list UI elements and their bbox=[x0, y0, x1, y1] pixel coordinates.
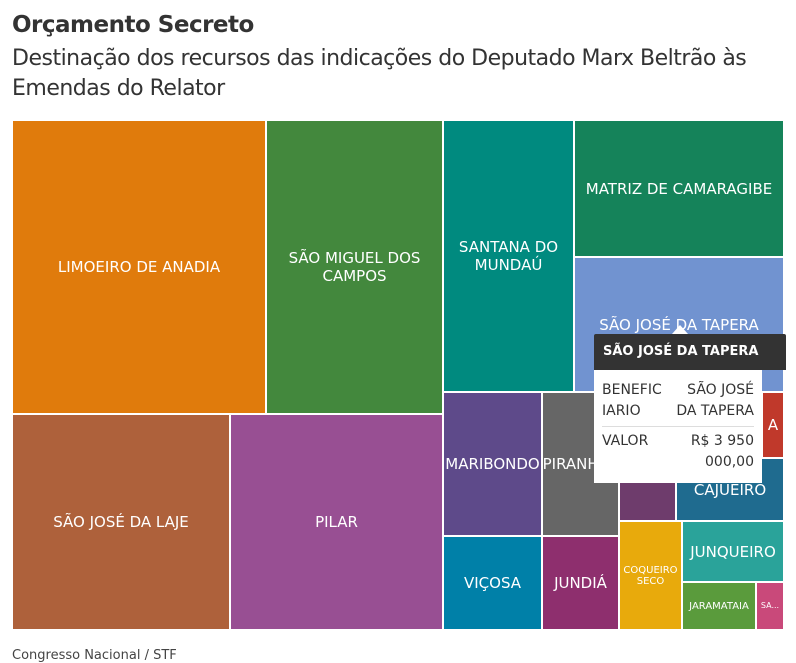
tile[interactable]: JUNQUEIRO bbox=[682, 521, 784, 582]
tile[interactable]: VIÇOSA bbox=[443, 536, 542, 630]
tooltip-body: BENEFICIARIO SÃO JOSÉ DA TAPERA VALOR R$… bbox=[594, 370, 762, 483]
tile-label: VIÇOSA bbox=[463, 574, 522, 592]
subtitle: Destinação dos recursos das indicações d… bbox=[12, 46, 747, 101]
tile[interactable]: A bbox=[762, 392, 784, 458]
tile-label: JUNDIÁ bbox=[554, 574, 607, 592]
tile-label: A bbox=[767, 416, 779, 434]
tile[interactable]: SANTANA DO MUNDAÚ bbox=[443, 120, 574, 392]
tile[interactable]: COQUEIRO SECO bbox=[619, 521, 682, 630]
tile[interactable]: JARAMATAIA bbox=[682, 582, 756, 630]
tooltip-value: SÃO JOSÉ DA TAPERA bbox=[676, 382, 754, 419]
title: Orçamento Secreto bbox=[12, 12, 254, 38]
tile[interactable]: SÃO JOSÉ DA LAJE bbox=[12, 414, 230, 630]
tooltip: SÃO JOSÉ DA TAPERA BENEFICIARIO SÃO JOSÉ… bbox=[594, 334, 786, 483]
tile[interactable]: PIRANHAS bbox=[542, 392, 619, 536]
tile-label: JUNQUEIRO bbox=[690, 542, 776, 561]
tooltip-key: VALOR bbox=[602, 433, 649, 449]
tile-label: SÃO JOSÉ DA TAPERA bbox=[599, 315, 759, 334]
tooltip-key: BENEFICIARIO bbox=[602, 382, 662, 419]
tile-label: SÃO JOSÉ DA LAJE bbox=[53, 513, 189, 531]
tile-label: SÃO MIGUEL DOS CAMPOS bbox=[288, 249, 421, 285]
tile-label: PILAR bbox=[315, 513, 358, 531]
tile[interactable]: LIMOEIRO DE ANADIA bbox=[12, 120, 266, 414]
tile[interactable]: MARIBONDO bbox=[443, 392, 542, 536]
tile[interactable]: SA... bbox=[756, 582, 784, 630]
tile-label: MATRIZ DE CAMARAGIBE bbox=[585, 179, 773, 198]
tile-label: SANTANA DO MUNDAÚ bbox=[458, 238, 559, 274]
tile-label: CAJUEIRO bbox=[693, 480, 767, 499]
tile-label: LIMOEIRO DE ANADIA bbox=[57, 258, 221, 276]
source: Congresso Nacional / STF bbox=[12, 648, 177, 663]
tooltip-row: VALOR R$ 3 950 000,00 bbox=[602, 426, 754, 477]
tile-label: MARIBONDO bbox=[445, 455, 540, 473]
tooltip-title: SÃO JOSÉ DA TAPERA bbox=[594, 334, 786, 370]
tile-label: JARAMATAIA bbox=[689, 600, 749, 612]
tile-label: COQUEIRO SECO bbox=[623, 564, 678, 587]
tile[interactable]: MATRIZ DE CAMARAGIBE bbox=[574, 120, 784, 257]
tile[interactable]: SÃO MIGUEL DOS CAMPOS bbox=[266, 120, 443, 414]
tile[interactable]: PILAR bbox=[230, 414, 443, 630]
tooltip-row: BENEFICIARIO SÃO JOSÉ DA TAPERA bbox=[602, 376, 754, 426]
tile-label: SA... bbox=[760, 601, 780, 610]
tooltip-value: R$ 3 950 000,00 bbox=[690, 433, 754, 470]
tile[interactable]: JUNDIÁ bbox=[542, 536, 619, 630]
tooltip-arrow bbox=[672, 325, 688, 334]
